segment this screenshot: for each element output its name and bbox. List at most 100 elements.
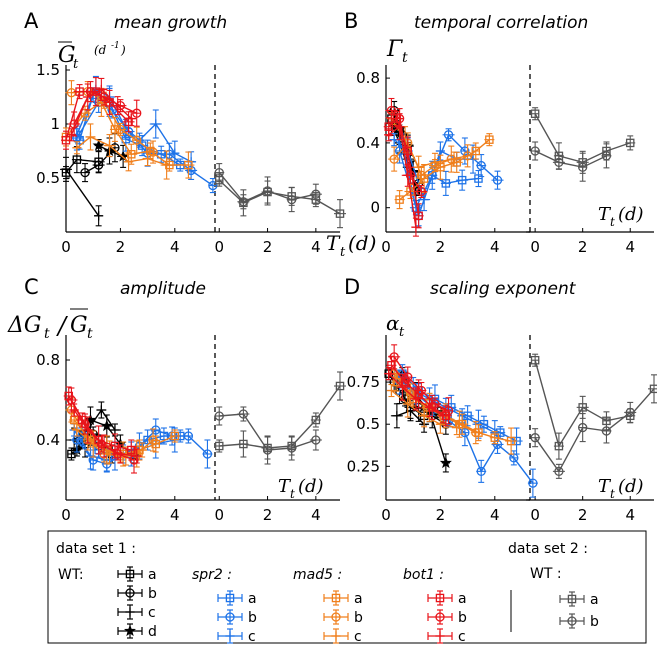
legend-bot1-a: a (427, 590, 467, 607)
data-point (403, 372, 413, 382)
x-tick-label: 0 (381, 238, 391, 256)
x-tick-label: 2 (436, 506, 446, 524)
data-point (389, 352, 399, 362)
ylabel-c-den-sub: t (87, 326, 93, 342)
chart-panel-1: 0.5 1 1.5 0 2 4 0 2 4 (36, 61, 346, 256)
data-point (137, 141, 147, 150)
data-point (554, 441, 564, 451)
panel-title-d: scaling exponent (430, 279, 577, 299)
chart-panel-3: 0.4 0.8 0 2 4 0 2 4 (36, 335, 346, 524)
data-point (75, 135, 84, 145)
series-ds2-b-right (530, 141, 612, 182)
data-point (462, 151, 473, 161)
data-point (476, 466, 486, 477)
x-tick-label: 2 (436, 238, 446, 256)
data-point (214, 411, 224, 421)
data-point (83, 425, 93, 435)
data-point (625, 407, 635, 418)
data-point (389, 154, 399, 164)
data-point (411, 394, 421, 404)
series-ds2-b-right (214, 406, 322, 465)
legend-label: c (458, 629, 466, 645)
series-ds2-b-right (214, 163, 322, 213)
data-point (238, 197, 249, 207)
legend-ds1-title: data set 1 : (56, 541, 136, 557)
data-point (67, 449, 76, 459)
xlabel-d-unit: (d) (618, 476, 644, 497)
x-tick-label: 4 (311, 238, 321, 256)
data-point (93, 160, 104, 170)
legend-spr2-title: spr2 : (192, 567, 232, 583)
data-point (170, 148, 180, 158)
legend-marker (567, 616, 577, 626)
series-line (534, 360, 655, 448)
xlabel-d: T t (d) (598, 476, 644, 501)
x-tick-label: 4 (625, 238, 635, 256)
data-point (578, 403, 587, 412)
data-point (96, 439, 107, 449)
legend-label: b (590, 614, 599, 630)
data-point (126, 114, 136, 124)
legend-label: a (248, 591, 257, 607)
legend-mad5-a: a (323, 590, 363, 607)
data-point (72, 425, 82, 435)
data-point (578, 422, 588, 433)
x-tick-label: 4 (625, 506, 635, 524)
xlabel-d-sub: t (610, 487, 615, 501)
series-line (218, 179, 341, 215)
legend-marker (225, 612, 235, 622)
legend-marker (125, 588, 135, 598)
data-point (416, 186, 427, 197)
data-point (397, 382, 407, 392)
x-tick-label: 2 (263, 238, 273, 256)
series-wt-c-left (60, 156, 104, 227)
legend-ds2-b: b (559, 613, 599, 630)
legend-marker (331, 612, 341, 622)
xlabel-c: T t (d) (278, 476, 324, 501)
legend-wt-c: c (117, 604, 156, 621)
x-tick-label: 4 (490, 238, 500, 256)
legend-label: a (354, 591, 363, 607)
panel-letter-b: B (344, 9, 358, 33)
data-point (127, 445, 136, 455)
legend-wt-a: a (117, 566, 157, 583)
data-point (441, 179, 451, 188)
y-tick-label: 0.5 (36, 169, 60, 187)
data-point (287, 194, 297, 205)
legend-ds2-a: a (559, 591, 599, 608)
data-point (530, 355, 540, 365)
data-point (104, 141, 115, 151)
x-tick-label: 4 (490, 506, 500, 524)
data-point (457, 175, 467, 185)
data-point (530, 433, 540, 443)
data-point (416, 170, 427, 180)
data-point (72, 143, 82, 153)
series-line (390, 110, 422, 192)
series-ds2-a-right (214, 173, 346, 229)
ylabel-b-sub: t (402, 50, 408, 66)
series-bot1-a-left (61, 77, 135, 150)
data-point (311, 415, 321, 425)
data-point (115, 124, 126, 135)
data-point (96, 405, 106, 415)
y-tick-label: 0 (370, 199, 380, 217)
y-tick-label: 0.25 (347, 457, 380, 475)
legend-frame (47, 530, 647, 644)
xlabel-a: T t (d) (326, 231, 376, 260)
data-point (96, 84, 106, 95)
chart-layer: 0.511.50 2 4 0 2 400.40.80 2 4 0 2 40.40.80 2 4 0 2 40.… (36, 61, 657, 524)
ylabel-a: G t (d -1 ) (58, 41, 126, 72)
data-point (80, 167, 90, 178)
xlabel-c-var: T (278, 476, 292, 497)
panel-letter-c: C (24, 275, 39, 299)
legend-mad5-c: c (323, 628, 362, 645)
data-point (262, 186, 273, 196)
x-tick-label: 0 (214, 238, 224, 256)
data-point (137, 445, 147, 455)
ylabel-a-sub: t (73, 57, 79, 72)
legend-marker (435, 612, 445, 622)
data-point (435, 419, 445, 429)
series-mad5-c-left (72, 123, 173, 180)
data-point (100, 419, 113, 432)
